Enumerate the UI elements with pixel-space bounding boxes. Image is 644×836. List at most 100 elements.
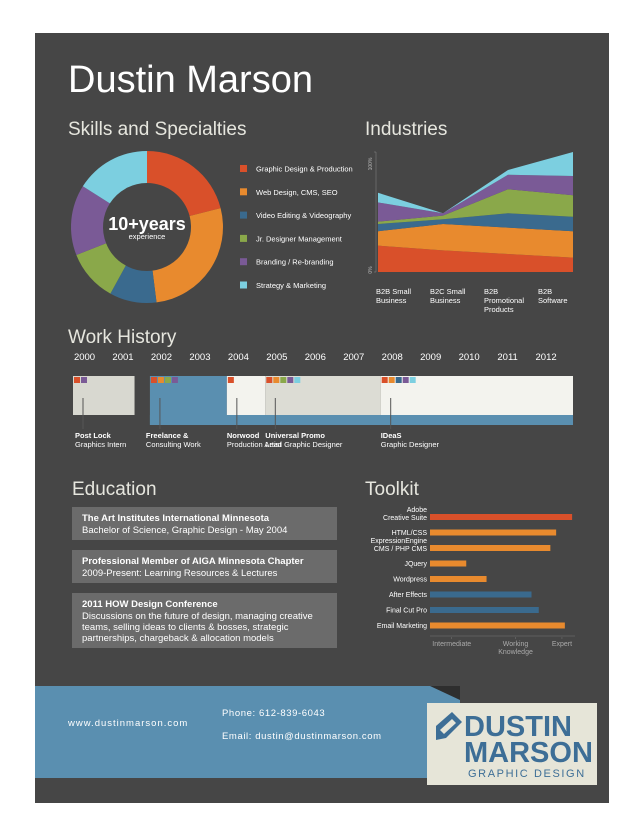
skill-tag (294, 377, 301, 383)
year-label: 2002 (151, 352, 172, 363)
center-text: 10+years (108, 214, 186, 234)
skill-tag (273, 377, 280, 383)
legend-label: Jr. Designer Management (256, 234, 343, 243)
legend-swatch (240, 188, 247, 196)
area-layer (378, 174, 573, 222)
x-tick-label: Promotional (484, 296, 524, 305)
bar (430, 576, 487, 582)
area-layer (378, 245, 573, 272)
donut-segment (147, 151, 221, 217)
x-tick-label: B2B (538, 287, 552, 296)
job-bar (149, 376, 227, 425)
skill-tag (266, 377, 273, 383)
skill-tag (416, 377, 423, 383)
x-tick-label: Business (430, 296, 461, 305)
education-line: teams, selling ideas to clients & bosses… (82, 622, 289, 633)
center-text: experience (129, 232, 166, 241)
education-box (72, 507, 337, 540)
education-box (72, 593, 337, 648)
y-tick-label: Email Marketing (377, 623, 427, 630)
y-tick-label: CMS / PHP CMS (374, 546, 427, 553)
y-tick-label: JQuery (404, 561, 427, 568)
y-tick-label: Final Cut Pro (386, 608, 427, 615)
email: Email: dustin@dustinmarson.com (222, 731, 382, 742)
year-label: 2010 (459, 352, 480, 363)
x-tick-label: Intermediate (432, 641, 471, 648)
x-tick-label: Software (538, 296, 568, 305)
education-box (72, 550, 337, 583)
timeline-strip (149, 415, 573, 425)
education-title: The Art Institutes International Minneso… (82, 513, 270, 524)
logo-tagline: GRAPHIC DESIGN (468, 768, 586, 780)
fold (430, 686, 460, 700)
name: Dustin Marson (68, 59, 313, 101)
job-role: Graphics Intern (75, 440, 126, 449)
x-tick-label: Products (484, 305, 514, 314)
legend-label: Video Editing & Videography (256, 211, 351, 220)
logo-text: DUSTIN (464, 711, 572, 743)
year-label: 2000 (74, 352, 95, 363)
skill-tag (287, 377, 294, 383)
bar (430, 622, 565, 629)
job-name: IDeaS (381, 431, 402, 440)
logo-text: MARSON (464, 737, 593, 769)
skill-tag (74, 377, 80, 383)
bar (430, 529, 557, 536)
area-layer (378, 224, 573, 258)
y-tick-label: Creative Suite (383, 515, 427, 522)
skill-tag (395, 377, 402, 383)
bar (430, 607, 539, 613)
legend-label: Strategy & Marketing (256, 281, 326, 290)
job-role: Consulting Work (146, 440, 201, 449)
pencil-icon (436, 712, 462, 740)
year-label: 2009 (420, 352, 441, 363)
y-tick-label: After Effects (389, 592, 427, 599)
x-tick-label: B2B Small (376, 287, 411, 296)
skill-tag (388, 377, 395, 383)
year-label: 2007 (343, 352, 364, 363)
section-title: Work History (68, 327, 177, 348)
job-name: Norwood (227, 431, 260, 440)
education-line: Bachelor of Science, Graphic Design - Ma… (82, 525, 287, 536)
skill-tag (164, 377, 171, 383)
education-title: Professional Member of AIGA Minnesota Ch… (82, 556, 304, 567)
skill-tag (402, 377, 409, 383)
job-name: Post Lock (75, 431, 112, 440)
legend-swatch (240, 211, 247, 219)
x-tick-label: B2B (484, 287, 498, 296)
year-label: 2001 (112, 352, 133, 363)
x-tick-label: Working (503, 641, 529, 648)
y-tick-label: Adobe (407, 507, 427, 514)
year-label: 2005 (266, 352, 287, 363)
legend-swatch (240, 234, 247, 242)
section-title: Industries (365, 119, 447, 140)
area-layer (378, 152, 573, 214)
legend-swatch (240, 258, 247, 266)
x-tick-label: Expert (552, 641, 572, 648)
year-label: 2003 (189, 352, 210, 363)
job-name: Universal Promo (265, 431, 325, 440)
section-title: Toolkit (365, 479, 420, 500)
legend-label: Web Design, CMS, SEO (256, 188, 338, 197)
x-tick-label: Business (376, 296, 407, 305)
donut-segment (76, 243, 126, 294)
donut-segment (82, 151, 147, 204)
skill-tag (280, 377, 287, 383)
donut-segment (152, 208, 223, 303)
skill-tag (81, 377, 87, 383)
bar (430, 514, 573, 520)
skill-tag (381, 377, 388, 383)
bar (430, 591, 532, 598)
donut-segment (71, 186, 110, 255)
y-tick-label: HTML/CSS (392, 530, 428, 537)
y-tick-label: ExpressionEngine (371, 538, 428, 545)
area-layer (378, 213, 573, 232)
legend-label: Graphic Design & Production (256, 165, 353, 174)
year-label: 2006 (305, 352, 326, 363)
skill-tag (157, 377, 164, 383)
education-line: 2009-Present: Learning Resources & Lectu… (82, 568, 278, 579)
job-role: Production Artist (227, 440, 283, 449)
year-label: 2004 (228, 352, 249, 363)
y-tick-label: 100% (368, 157, 374, 170)
